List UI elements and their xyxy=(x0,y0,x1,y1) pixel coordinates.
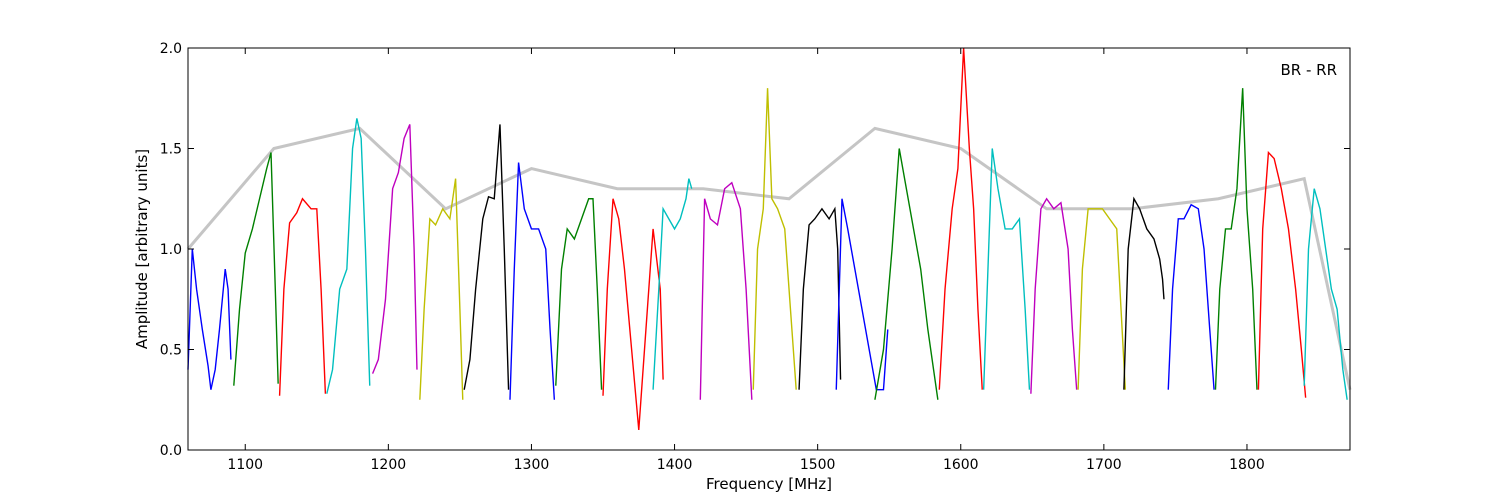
band-curve-18 xyxy=(1030,197,1078,394)
band-curve-2 xyxy=(278,197,327,396)
band-curve-5 xyxy=(419,178,464,400)
band-curve-7 xyxy=(509,162,556,400)
x-tick-label: 1300 xyxy=(514,457,550,473)
band-curve-15 xyxy=(874,148,939,400)
y-tick-label: 1.0 xyxy=(160,242,182,258)
band-curve-17 xyxy=(982,148,1031,390)
band-curve-10 xyxy=(652,178,693,390)
x-tick-label: 1100 xyxy=(227,457,263,473)
x-tick-label: 1800 xyxy=(1229,457,1265,473)
y-tick-label: 0.0 xyxy=(160,443,182,459)
band-curve-21 xyxy=(1167,203,1215,390)
reference-layer xyxy=(186,126,1352,391)
band-curve-14 xyxy=(835,198,889,391)
band-curve-24 xyxy=(1303,188,1348,400)
band-curve-1 xyxy=(233,152,279,386)
band-curve-19 xyxy=(1077,208,1127,390)
y-axis-label: Amplitude [arbitrary units] xyxy=(133,149,151,349)
band-curve-9 xyxy=(602,198,664,430)
y-tick-label: 2.0 xyxy=(160,41,182,57)
x-tick-label: 1400 xyxy=(657,457,693,473)
band-curve-22 xyxy=(1214,88,1258,390)
y-tick-label: 1.5 xyxy=(160,142,182,158)
band-curve-4 xyxy=(371,124,418,374)
x-tick-label: 1700 xyxy=(1086,457,1122,473)
annotation-label: BR - RR xyxy=(1280,61,1337,79)
y-tick-label: 0.5 xyxy=(160,343,182,359)
band-curve-3 xyxy=(326,118,371,394)
band-curve-13 xyxy=(798,206,842,390)
band-curve-12 xyxy=(752,88,797,390)
band-curve-0 xyxy=(187,248,232,390)
band-curve-23 xyxy=(1257,150,1307,398)
x-tick-label: 1500 xyxy=(800,457,836,473)
x-tick-label: 1600 xyxy=(943,457,979,473)
band-curve-8 xyxy=(555,198,603,390)
x-axis-label: Frequency [MHz] xyxy=(706,475,832,493)
reference-curve xyxy=(186,126,1352,391)
ticks-layer: 1100 1200 1300 1400 1500 1600 1700 1800 0.0 0.5 1.… xyxy=(160,41,1350,473)
band-curve-20 xyxy=(1123,196,1165,390)
band-curve-11 xyxy=(699,181,753,400)
band-curve-6 xyxy=(463,124,510,390)
x-tick-label: 1200 xyxy=(371,457,407,473)
